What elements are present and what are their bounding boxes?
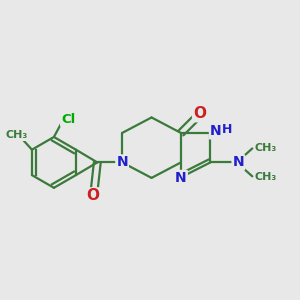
Text: CH₃: CH₃ (255, 143, 277, 153)
Text: CH₃: CH₃ (6, 130, 28, 140)
Text: CH₃: CH₃ (255, 172, 277, 182)
Text: Cl: Cl (61, 113, 75, 126)
Text: O: O (193, 106, 206, 121)
Text: N: N (210, 124, 221, 138)
Text: O: O (86, 188, 99, 203)
Text: H: H (222, 123, 233, 136)
Text: N: N (175, 171, 187, 185)
Text: N: N (232, 155, 244, 170)
Text: N: N (116, 155, 128, 170)
